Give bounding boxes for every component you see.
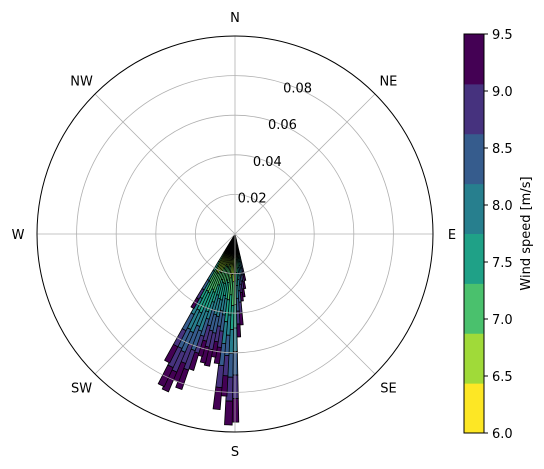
wind-bar-segment bbox=[215, 364, 225, 389]
colorbar-tick-label: 7.0 bbox=[492, 313, 513, 328]
colorbar-band bbox=[464, 83, 484, 135]
direction-labels: N NE E SE S SW W NW bbox=[12, 11, 457, 460]
colorbar-tick-label: 9.0 bbox=[492, 85, 513, 100]
direction-label: S bbox=[231, 445, 239, 460]
colorbar-band bbox=[464, 133, 484, 185]
colorbar-tick-label: 6.0 bbox=[492, 427, 513, 442]
colorbar-band bbox=[464, 283, 484, 334]
radial-tick-label: 0.06 bbox=[268, 118, 297, 133]
colorbar-frame bbox=[463, 33, 485, 434]
angular-gridline bbox=[234, 233, 376, 375]
wind-bar bbox=[190, 233, 236, 310]
colorbar-bands bbox=[464, 34, 484, 434]
colorbar: 6.0 6.5 7.0 7.5 8.0 8.5 9.0 9.5 Wind speed [m/s… bbox=[463, 28, 534, 442]
colorbar-band bbox=[464, 383, 484, 434]
colorbar-tick-label: 8.0 bbox=[492, 199, 513, 214]
angular-gridline bbox=[94, 233, 236, 375]
direction-label: SE bbox=[380, 381, 396, 396]
wind-bars bbox=[157, 233, 247, 426]
wind-bar-segment bbox=[213, 346, 222, 365]
colorbar-band bbox=[464, 333, 484, 384]
wind-bar-segment bbox=[161, 369, 178, 393]
colorbar-ticks: 6.0 6.5 7.0 7.5 8.0 8.5 9.0 9.5 bbox=[484, 28, 513, 442]
direction-label: N bbox=[230, 11, 240, 26]
direction-label: W bbox=[12, 228, 25, 243]
radial-tick-label: 0.08 bbox=[283, 82, 312, 97]
colorbar-tick-label: 9.5 bbox=[492, 28, 513, 43]
direction-label: NE bbox=[379, 75, 397, 90]
colorbar-label: Wind speed [m/s] bbox=[519, 176, 534, 290]
angular-gridline bbox=[234, 93, 376, 235]
polar-outer-ring bbox=[36, 35, 434, 433]
colorbar-tick-label: 7.5 bbox=[492, 256, 513, 271]
wind-bar-segment bbox=[190, 297, 200, 310]
wind-bar-segment bbox=[203, 348, 214, 367]
wind-bar-segment bbox=[164, 343, 179, 364]
angular-gridline bbox=[94, 93, 236, 235]
radial-tick-labels: 0.02 0.04 0.06 0.08 bbox=[238, 82, 312, 207]
direction-label: SW bbox=[71, 381, 92, 396]
wind-bar-segment bbox=[157, 364, 174, 388]
direction-label: NW bbox=[70, 75, 93, 90]
radial-tick-label: 0.04 bbox=[253, 155, 282, 170]
radial-tick-label: 0.02 bbox=[238, 191, 267, 206]
wind-bar-segment bbox=[175, 367, 190, 391]
colorbar-tick-label: 6.5 bbox=[492, 370, 513, 385]
colorbar-band bbox=[464, 183, 484, 234]
polar-grid bbox=[37, 36, 433, 432]
colorbar-band bbox=[464, 233, 484, 284]
wind-bar-segment bbox=[199, 345, 210, 364]
direction-label: E bbox=[448, 228, 456, 243]
colorbar-band bbox=[464, 34, 484, 85]
wind-bar-segment bbox=[212, 386, 223, 411]
colorbar-tick-label: 8.5 bbox=[492, 142, 513, 157]
wind-bar-segment bbox=[224, 400, 233, 426]
